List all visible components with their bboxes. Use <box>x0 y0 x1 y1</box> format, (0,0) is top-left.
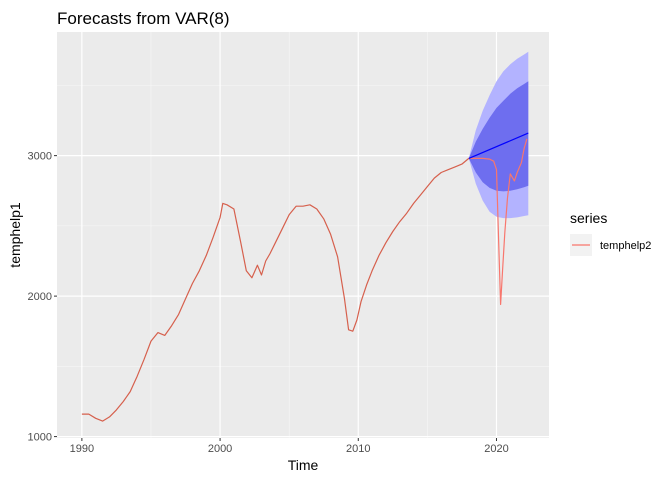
y-tick-labels: 1000 2000 3000 <box>28 151 52 444</box>
x-tick-label: 1990 <box>70 443 94 455</box>
x-tick-label: 2010 <box>346 443 370 455</box>
y-tick-label: 2000 <box>28 291 52 303</box>
series-line-forecast <box>468 132 529 159</box>
series-lines <box>81 132 529 422</box>
series-line-temphelp2 <box>468 138 528 306</box>
y-tick-label: 3000 <box>28 151 52 163</box>
legend-title: series <box>570 210 607 226</box>
x-tick-label: 2020 <box>484 443 508 455</box>
y-tick-label: 1000 <box>28 432 52 444</box>
chart-title: Forecasts from VAR(8) <box>57 9 230 28</box>
prediction-interval-80 <box>468 81 529 192</box>
prediction-intervals <box>468 51 529 219</box>
axis-ticks <box>54 155 497 441</box>
x-tick-labels: 1990 2000 2010 2020 <box>70 443 509 455</box>
series-line-temphelp1 <box>81 157 470 422</box>
legend: series temphelp2 <box>570 210 651 256</box>
plot-panel <box>57 32 549 438</box>
legend-label-temphelp2: temphelp2 <box>600 240 651 252</box>
y-axis-title: temphelp1 <box>7 202 23 268</box>
major-gridlines <box>57 32 549 438</box>
x-axis-title: Time <box>288 457 319 473</box>
x-tick-label: 2000 <box>208 443 232 455</box>
minor-gridlines <box>57 32 549 438</box>
